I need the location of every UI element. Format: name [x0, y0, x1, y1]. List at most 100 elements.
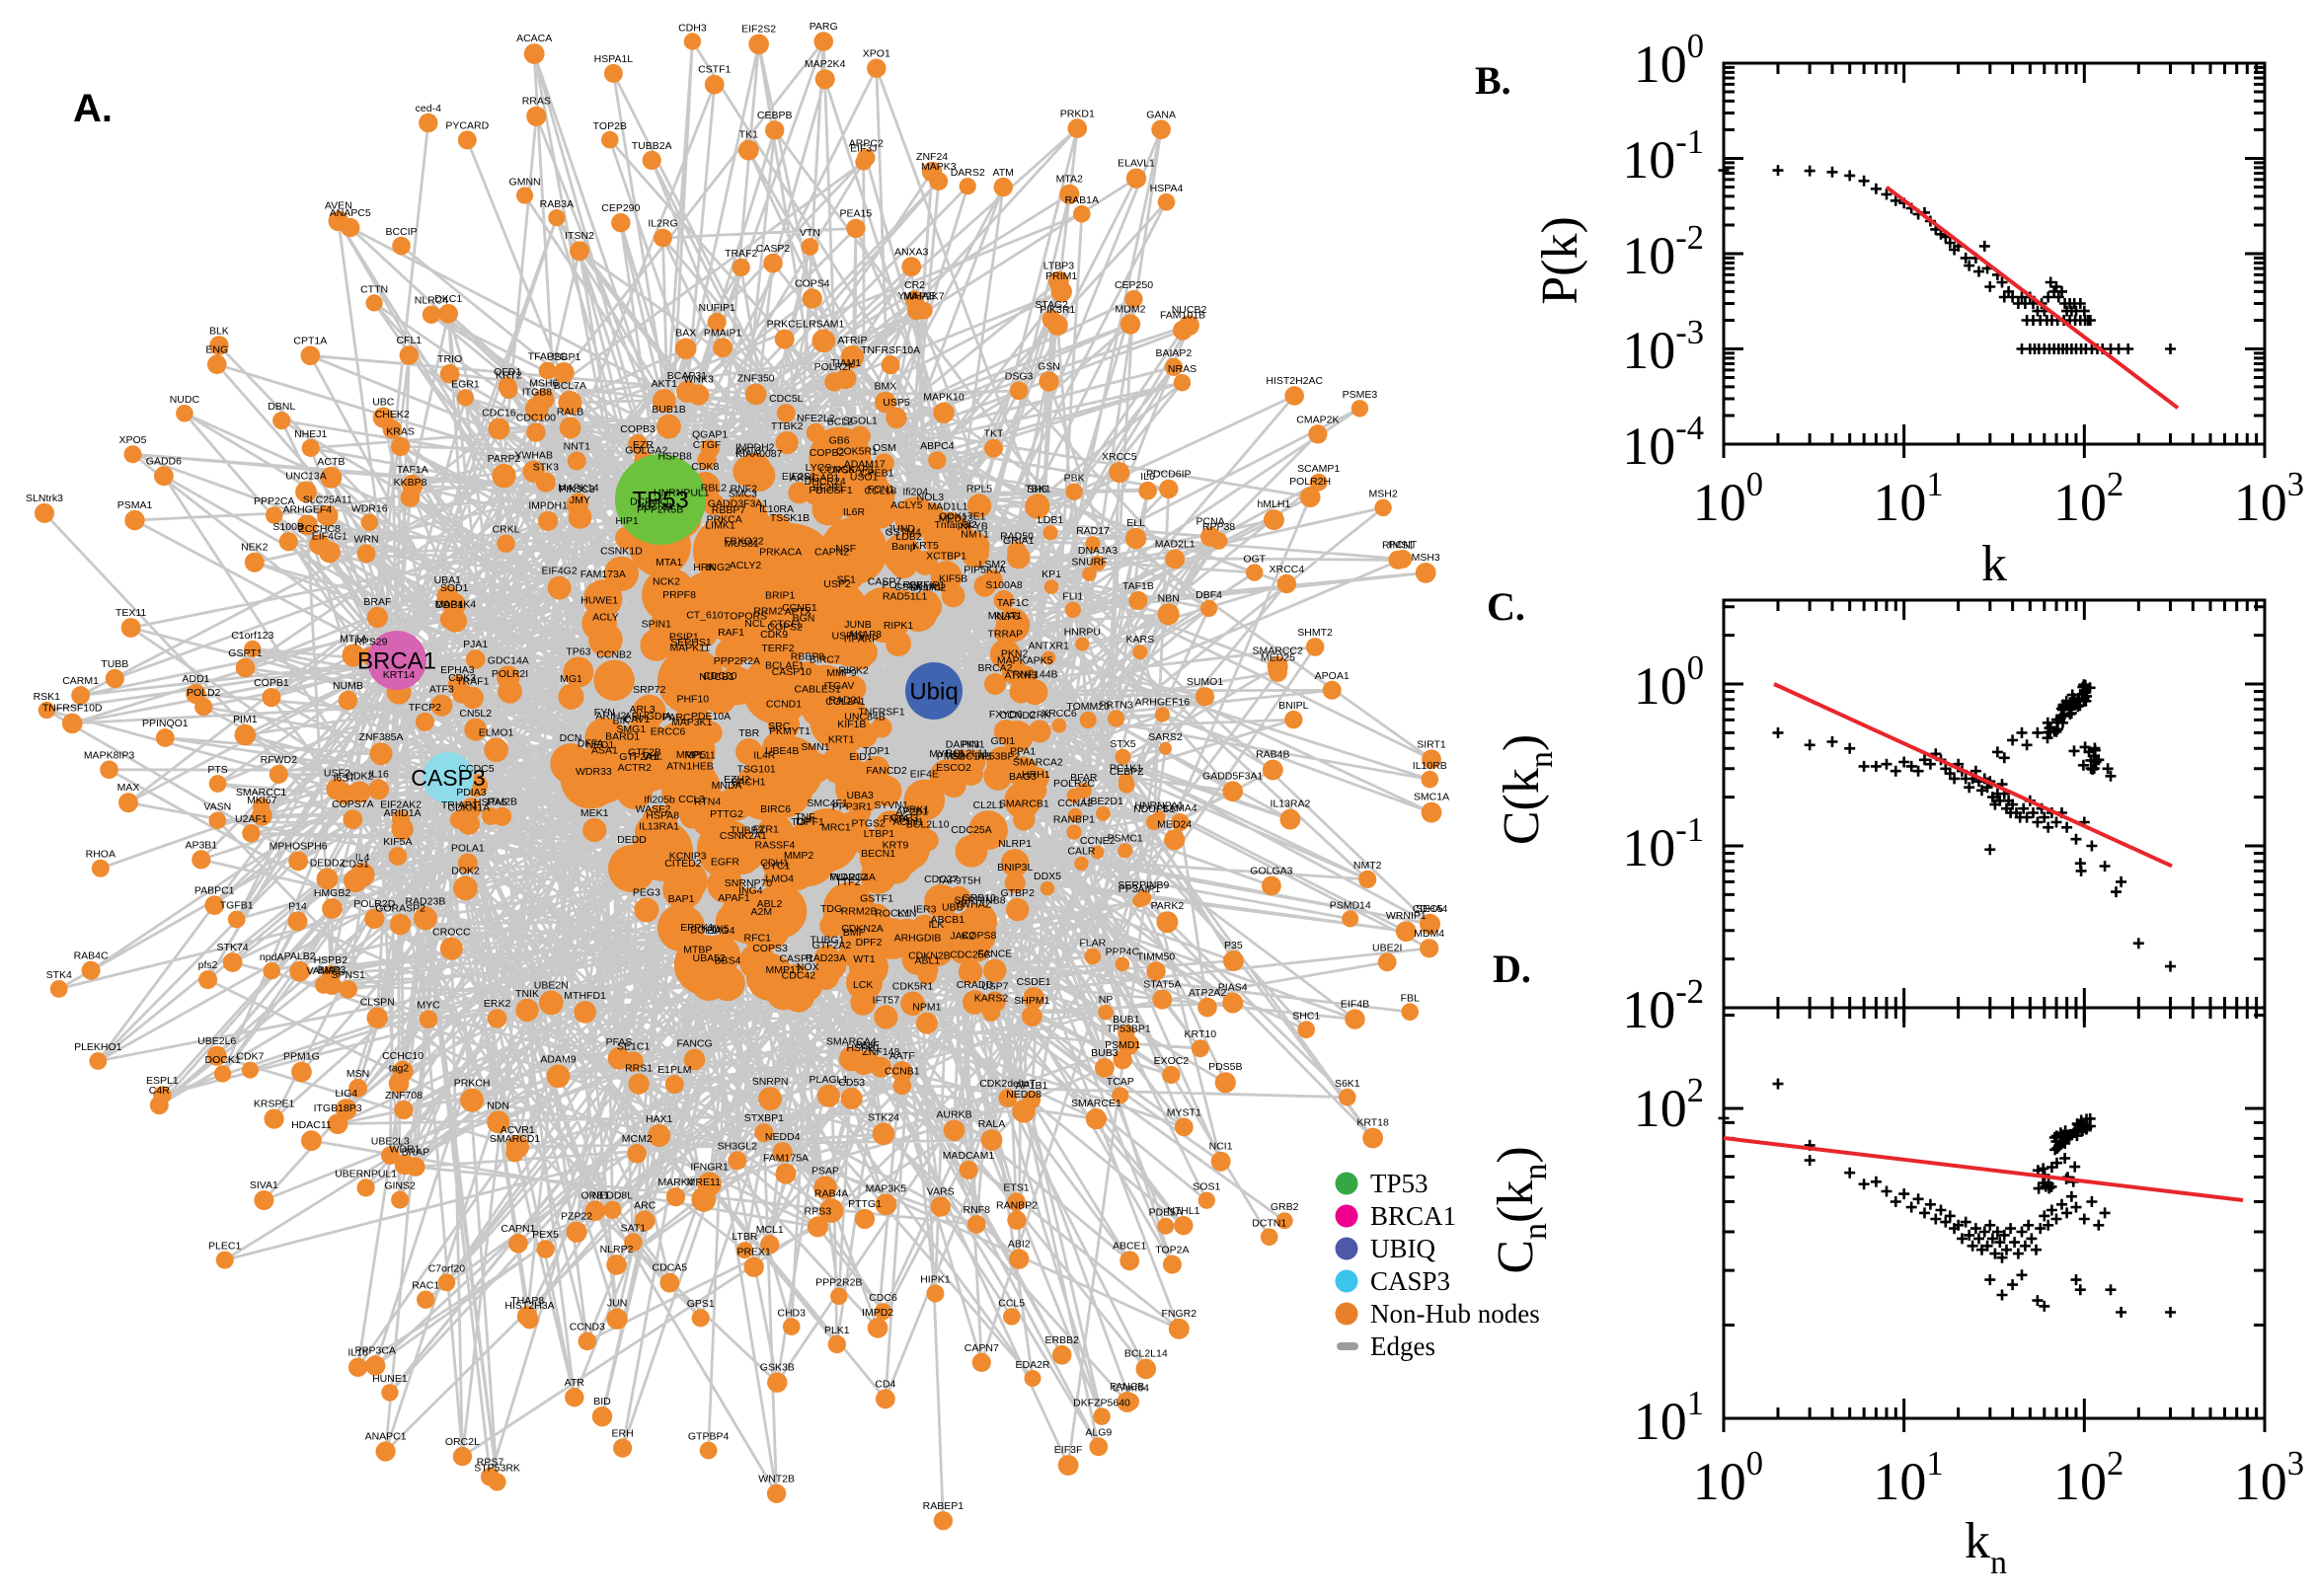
svg-text:CYFIP1: CYFIP1 — [909, 579, 946, 591]
svg-text:SLC25A11: SLC25A11 — [303, 494, 352, 506]
svg-text:OAP3: OAP3 — [890, 812, 918, 824]
svg-text:CITED2: CITED2 — [664, 858, 702, 870]
svg-text:NLRP2: NLRP2 — [600, 1244, 634, 1255]
svg-text:PC1K1: PC1K1 — [1110, 762, 1142, 774]
svg-text:SCAMP1: SCAMP1 — [1297, 463, 1340, 475]
svg-text:GTF2A1: GTF2A1 — [619, 751, 658, 763]
svg-text:USF2: USF2 — [324, 768, 350, 780]
svg-text:GTPBP4: GTPBP4 — [688, 1431, 730, 1443]
svg-text:WDR16: WDR16 — [351, 503, 388, 515]
svg-text:COL2A1: COL2A1 — [825, 696, 865, 708]
svg-text:STK3: STK3 — [533, 462, 559, 474]
svg-text:TNIK: TNIK — [515, 988, 539, 1000]
svg-text:RAB4A: RAB4A — [814, 1187, 848, 1199]
svg-text:PDCD6IP: PDCD6IP — [1146, 469, 1192, 481]
svg-text:DCP4K1: DCP4K1 — [630, 496, 670, 508]
svg-text:PLEC1: PLEC1 — [208, 1241, 241, 1253]
svg-text:EIF4G1: EIF4G1 — [312, 530, 347, 542]
svg-text:PLA2G4A: PLA2G4A — [829, 872, 876, 883]
svg-text:TIAM1: TIAM1 — [830, 357, 861, 369]
svg-text:IL10RB: IL10RB — [1413, 760, 1447, 772]
svg-text:NUFIP1: NUFIP1 — [699, 302, 736, 314]
svg-text:XRCC6: XRCC6 — [1042, 708, 1077, 720]
svg-text:OSM: OSM — [873, 442, 896, 454]
svg-text:AKT1: AKT1 — [652, 378, 677, 390]
svg-text:ABPC4: ABPC4 — [920, 440, 955, 452]
svg-text:CPEB1: CPEB1 — [860, 468, 894, 480]
svg-text:CDK7: CDK7 — [236, 1051, 264, 1063]
svg-text:KLF6: KLF6 — [994, 611, 1019, 623]
svg-text:BCLAF1: BCLAF1 — [765, 659, 805, 671]
svg-text:PZP22: PZP22 — [561, 1211, 592, 1223]
svg-text:FZR1: FZR1 — [753, 824, 779, 836]
svg-text:CD53: CD53 — [838, 1077, 865, 1089]
svg-text:DKFZP5640: DKFZP5640 — [1073, 1397, 1130, 1408]
svg-text:C(kn): C(kn) — [1494, 734, 1560, 845]
svg-text:TCAP: TCAP — [1107, 1076, 1134, 1088]
svg-text:MDM2: MDM2 — [1116, 303, 1146, 315]
svg-text:SHC1: SHC1 — [1292, 1010, 1320, 1022]
svg-text:CASP2: CASP2 — [756, 243, 791, 255]
svg-text:CR2: CR2 — [904, 279, 925, 291]
svg-text:CYC1: CYC1 — [762, 861, 790, 873]
svg-text:TNFRSF10D: TNFRSF10D — [42, 703, 103, 715]
svg-text:IER3: IER3 — [913, 904, 937, 916]
svg-text:ACACA: ACACA — [516, 33, 552, 44]
svg-text:SMARCC1: SMARCC1 — [236, 787, 287, 798]
svg-text:POLR2I: POLR2I — [492, 668, 528, 680]
svg-text:MAP2K7: MAP2K7 — [903, 291, 945, 303]
svg-text:MCM2: MCM2 — [622, 1133, 653, 1145]
svg-text:XRCC5: XRCC5 — [1102, 451, 1137, 463]
svg-text:TK1: TK1 — [739, 129, 758, 141]
svg-text:PABPC1: PABPC1 — [194, 884, 235, 896]
svg-text:TX5: TX5 — [710, 924, 729, 936]
svg-text:NCKAP1: NCKAP1 — [833, 464, 875, 476]
svg-text:UBA3: UBA3 — [846, 790, 874, 801]
svg-text:FANCG: FANCG — [677, 1038, 713, 1050]
svg-text:CARM1: CARM1 — [62, 675, 99, 687]
svg-text:100: 100 — [1693, 466, 1763, 532]
svg-text:EZR: EZR — [633, 439, 654, 451]
svg-text:CDC14B: CDC14B — [951, 751, 991, 763]
svg-text:C.: C. — [1487, 584, 1525, 629]
svg-text:RAD21: RAD21 — [828, 694, 862, 706]
svg-text:ARHGAP1: ARHGAP1 — [790, 473, 839, 485]
svg-text:ANTXR1: ANTXR1 — [1028, 641, 1069, 652]
svg-text:FLAR: FLAR — [1079, 938, 1106, 950]
svg-text:COX17E1: COX17E1 — [939, 511, 985, 523]
svg-text:PTS: PTS — [207, 764, 227, 776]
svg-text:TAF9T5H: TAF9T5H — [937, 875, 981, 887]
svg-text:KARS: KARS — [1126, 634, 1155, 646]
svg-text:AP2B1: AP2B1 — [896, 806, 929, 818]
svg-text:GRB10: GRB10 — [962, 892, 996, 904]
svg-text:CSNK1A1: CSNK1A1 — [894, 581, 942, 593]
svg-text:CMAP2K: CMAP2K — [1296, 414, 1339, 425]
svg-text:IMPDH1: IMPDH1 — [528, 500, 568, 512]
svg-text:PREX1: PREX1 — [736, 1247, 771, 1258]
svg-text:STXBP1: STXBP1 — [744, 1112, 784, 1124]
svg-text:WT1: WT1 — [853, 953, 875, 965]
svg-text:TSG101: TSG101 — [737, 764, 776, 776]
svg-text:CT_610: CT_610 — [686, 610, 724, 622]
svg-text:EPPK1: EPPK1 — [680, 922, 714, 934]
svg-text:ABL1: ABL1 — [915, 954, 941, 966]
svg-text:EGR1: EGR1 — [451, 378, 480, 390]
svg-text:SRC: SRC — [768, 721, 791, 732]
svg-text:FAM175A: FAM175A — [763, 1153, 809, 1165]
svg-text:LIMK1: LIMK1 — [705, 520, 735, 532]
svg-text:PLAGL1: PLAGL1 — [810, 1074, 849, 1086]
svg-text:TRRAP: TRRAP — [988, 629, 1024, 641]
svg-text:PARP2: PARP2 — [488, 453, 521, 465]
svg-text:CDH1: CDH1 — [760, 857, 789, 869]
svg-text:HSPB8: HSPB8 — [657, 450, 692, 462]
svg-text:PRIM1: PRIM1 — [1045, 270, 1077, 282]
svg-text:ELL: ELL — [1126, 517, 1145, 529]
svg-text:IL4R: IL4R — [753, 750, 776, 762]
svg-text:STK4: STK4 — [46, 969, 72, 981]
svg-text:I6ST: I6ST — [334, 773, 356, 785]
svg-text:UNC13A: UNC13A — [285, 470, 326, 482]
svg-text:TNF: TNF — [795, 811, 814, 823]
svg-text:SH3GL2: SH3GL2 — [718, 1140, 757, 1152]
svg-text:DOK2: DOK2 — [451, 866, 480, 877]
svg-text:UBA1: UBA1 — [434, 574, 462, 586]
